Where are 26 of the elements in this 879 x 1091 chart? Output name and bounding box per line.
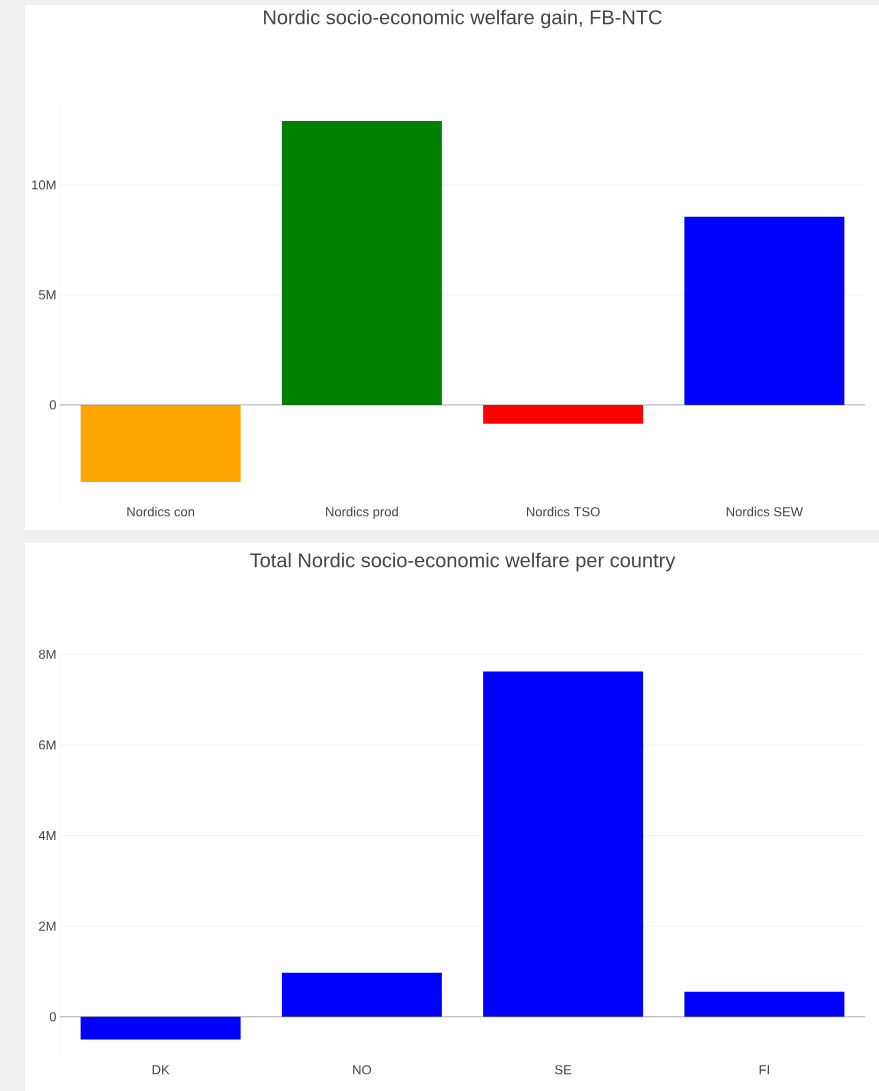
y-tick-label: 4M xyxy=(38,831,56,841)
x-tick-label: Nordics con xyxy=(127,506,195,517)
bar xyxy=(80,1016,241,1040)
x-tick-label: DK xyxy=(152,1065,170,1075)
bar xyxy=(80,404,241,482)
y-tick-label: 10M xyxy=(32,180,56,190)
y-tick-label: 6M xyxy=(39,740,56,750)
y-tick-label: 0 xyxy=(49,1012,56,1022)
x-tick-label: NO xyxy=(353,1065,371,1075)
bar xyxy=(281,121,442,405)
x-tick-label: FI xyxy=(759,1065,769,1075)
bar xyxy=(684,216,845,405)
x-tick-label: Nordics SEW xyxy=(726,506,803,517)
x-tick-label: Nordics prod xyxy=(326,506,398,519)
chart-title: Total Nordic socio-economic welfare per country xyxy=(250,552,676,572)
y-tick-label: 2M xyxy=(39,921,56,931)
bar xyxy=(483,671,644,1017)
chart-title: Nordic socio-economic welfare gain, FB-NTC xyxy=(264,9,662,29)
x-tick-label: Nordics TSO xyxy=(526,506,600,517)
y-tick-label: 5M xyxy=(38,290,56,300)
bar xyxy=(684,991,845,1017)
y-tick-label: 8M xyxy=(38,649,56,659)
bar xyxy=(483,404,644,424)
bar xyxy=(281,972,442,1017)
x-tick-label: SE xyxy=(555,1065,572,1075)
y-tick-label: 0 xyxy=(49,400,56,410)
